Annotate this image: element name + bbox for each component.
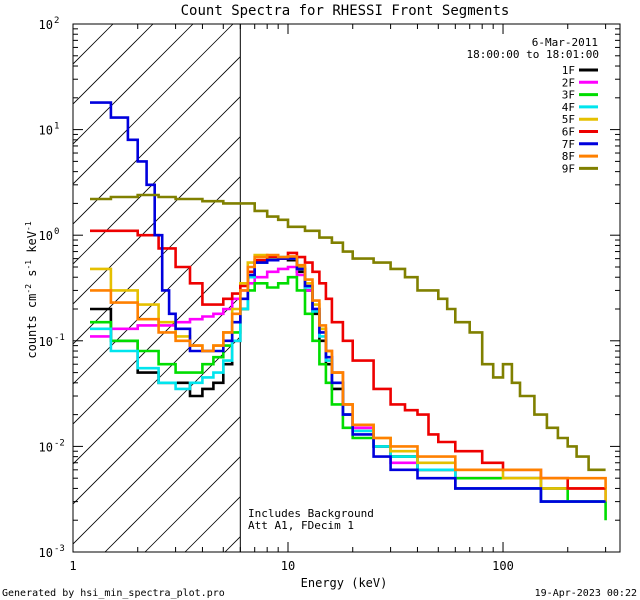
- time-range-label: 18:00:00 to 18:01:00: [467, 48, 599, 61]
- y-axis-label-end: keV: [25, 231, 39, 260]
- x-axis: 1 10 100: [69, 24, 607, 573]
- y-tick-label: 10: [39, 18, 53, 32]
- y-tick-exponent: -1: [54, 333, 65, 343]
- timestamp-label: 19-Apr-2023 00:22: [535, 588, 637, 599]
- y-tick-base: 10: [39, 440, 53, 454]
- legend-label-8f: 8F: [562, 150, 575, 163]
- legend-label-5f: 5F: [562, 113, 575, 126]
- legend-label-9f: 9F: [562, 162, 575, 175]
- series-line-5f: [90, 253, 607, 502]
- y-tick-base: 10: [39, 546, 53, 560]
- hatch-line: [73, 24, 74, 25]
- y-axis-label-sup3: -1: [24, 221, 33, 231]
- legend-label-1f: 1F: [562, 64, 575, 77]
- legend-label-2f: 2F: [562, 76, 575, 89]
- hatch-line: [73, 256, 241, 425]
- hatch-line: [73, 336, 241, 505]
- legend-label-7f: 7F: [562, 138, 575, 151]
- series-lines: [90, 101, 607, 521]
- y-axis-label-sup2: -1: [24, 260, 33, 270]
- date-label: 6-Mar-2011: [532, 36, 598, 49]
- y-tick-exponent: -2: [54, 438, 65, 448]
- hatch-line: [73, 96, 241, 265]
- hatch-line: [73, 24, 154, 105]
- hatch-line: [144, 456, 241, 552]
- y-axis-label: counts cm-2 s-1 keV-1: [24, 221, 39, 358]
- y-tick-label: 10: [39, 229, 53, 243]
- y-axis-label-sup1: -2: [24, 284, 33, 294]
- hatch-line: [73, 296, 241, 465]
- y-tick-exponent: 2: [54, 16, 59, 26]
- x-tick-label: 10: [281, 559, 295, 573]
- y-tick-exponent: 0: [54, 227, 59, 237]
- y-axis-label-base: counts cm: [25, 294, 39, 359]
- y-tick-base: 10: [39, 229, 53, 243]
- y-tick-label: 10: [39, 440, 53, 454]
- legend-label-4f: 4F: [562, 101, 575, 114]
- series-line-6f: [90, 229, 606, 490]
- series-line-1f: [90, 257, 606, 503]
- hatch-line: [73, 24, 234, 185]
- hatch-line: [73, 24, 194, 145]
- legend-label-6f: 6F: [562, 126, 575, 139]
- chart-title: Count Spectra for RHESSI Front Segments: [181, 3, 510, 19]
- x-tick-label: 1: [69, 559, 76, 573]
- hatched-region: [73, 24, 241, 552]
- series-line-9f: [90, 193, 606, 472]
- y-axis-label-mid: s: [25, 270, 39, 284]
- y-tick-base: 10: [39, 335, 53, 349]
- legend-label-3f: 3F: [562, 89, 575, 102]
- plot-frame: [72, 23, 621, 553]
- x-tick-label: 100: [492, 559, 514, 573]
- hatch-line: [73, 176, 241, 345]
- hatch-line: [73, 136, 241, 305]
- hatch-line: [104, 416, 241, 552]
- y-tick-label: 10: [39, 546, 53, 560]
- series-line-3f: [90, 275, 607, 521]
- generated-by-label: Generated by hsi_min_spectra_plot.pro: [2, 588, 225, 599]
- y-tick-base: 10: [39, 124, 53, 138]
- series-line-4f: [90, 255, 606, 503]
- y-tick-exponent: -3: [54, 544, 65, 554]
- hatch-line: [73, 56, 241, 225]
- hatch-line: [224, 536, 241, 552]
- hatch-line: [73, 376, 241, 545]
- series-line-8f: [90, 253, 607, 489]
- hatch-line: [73, 216, 241, 385]
- y-tick-label: 10: [39, 124, 53, 138]
- y-tick-label: 10: [39, 335, 53, 349]
- x-axis-label: Energy (keV): [301, 576, 388, 590]
- series-line-7f: [90, 101, 606, 503]
- y-tick-exponent: 1: [54, 122, 59, 132]
- annotation-attenuator: Att A1, FDecim 1: [248, 519, 354, 532]
- annotation-background: Includes Background: [248, 507, 374, 520]
- y-tick-base: 10: [39, 18, 53, 32]
- series-line-2f: [90, 265, 607, 502]
